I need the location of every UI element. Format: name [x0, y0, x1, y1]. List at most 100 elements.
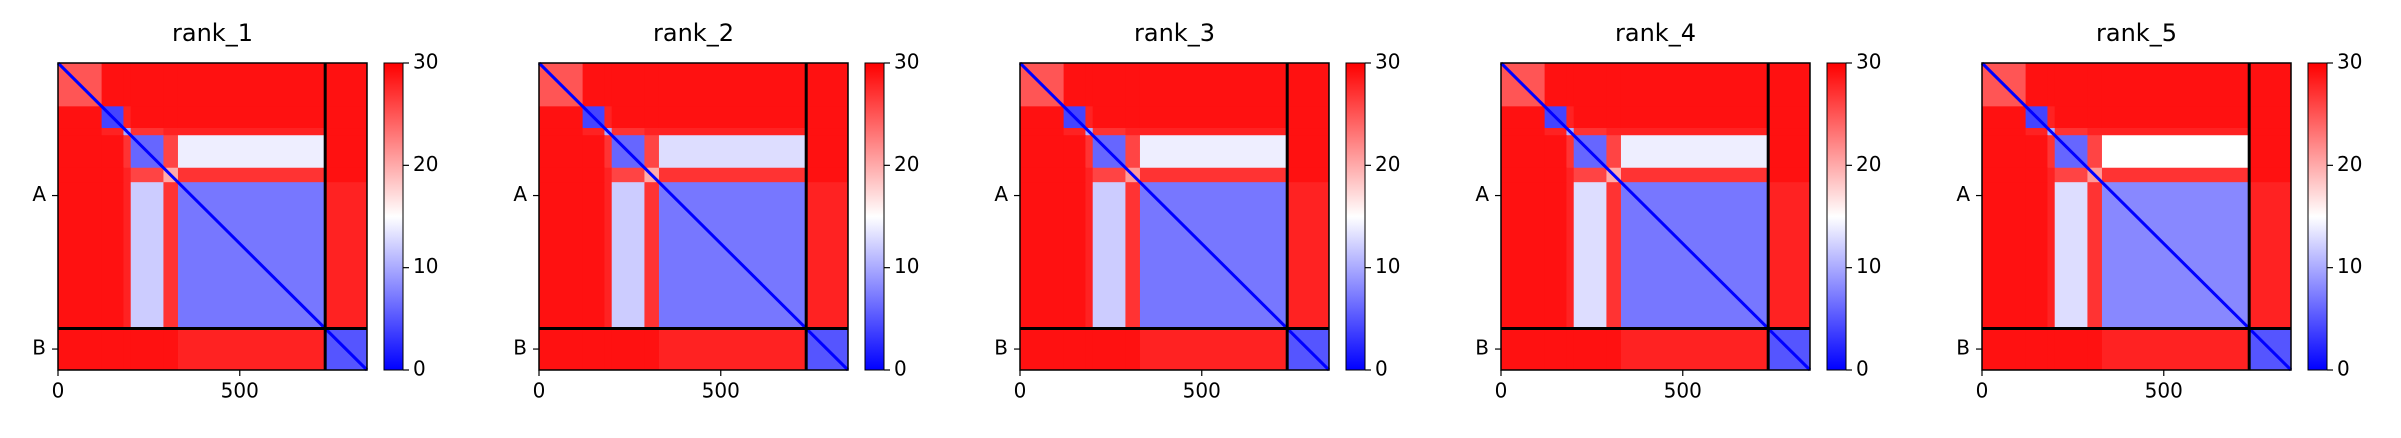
heat-cell — [1573, 106, 1607, 129]
heat-cell — [58, 106, 103, 129]
heat-cell — [658, 128, 807, 136]
heat-cell — [2101, 135, 2250, 169]
heat-cell — [1566, 328, 1575, 371]
x-tick-label: 500 — [1664, 379, 1702, 403]
heat-cell — [163, 63, 179, 107]
colorbar — [864, 62, 885, 371]
heat-cell — [325, 106, 368, 129]
heat-cell — [1573, 128, 1607, 136]
heat-cell — [604, 135, 613, 169]
y-tick-label: A — [994, 182, 1008, 206]
heat-cell — [2101, 128, 2250, 136]
heat-cell — [163, 182, 179, 329]
heat-cell — [1982, 106, 2027, 129]
heat-cell — [1063, 135, 1086, 169]
heat-cell — [177, 106, 326, 129]
heat-cell — [101, 135, 124, 169]
heat-cell — [611, 182, 645, 329]
heat-cell — [101, 328, 124, 371]
heat-cell — [130, 167, 164, 183]
heat-cell — [1606, 63, 1622, 107]
heat-cell — [1125, 128, 1141, 136]
heat-cell — [101, 182, 124, 329]
panel-title: rank_3 — [1134, 19, 1215, 47]
heat-cell — [2087, 135, 2103, 169]
heat-cell — [582, 182, 605, 329]
heat-cell — [1544, 135, 1567, 169]
heat-cell — [177, 167, 326, 183]
colorbar-tick-label: 0 — [1856, 357, 1869, 381]
heat-cell — [1139, 135, 1288, 169]
x-tick-label: 500 — [221, 379, 259, 403]
heat-cell — [604, 63, 613, 107]
heat-cell — [658, 63, 807, 107]
x-tick-label: 500 — [702, 379, 740, 403]
heat-cell — [806, 182, 849, 329]
diagonal — [56, 61, 369, 372]
heat-cell — [2025, 63, 2048, 107]
colorbar — [383, 62, 404, 371]
heat-cell — [1139, 167, 1288, 183]
x-tick-label: 0 — [52, 379, 65, 403]
heat-cell — [1125, 63, 1141, 107]
heat-cell — [611, 128, 645, 136]
heat-cell — [2025, 128, 2048, 136]
heat-cell — [1092, 328, 1126, 371]
colorbar — [1826, 62, 1847, 371]
heat-cell — [101, 63, 124, 107]
heat-cell — [1573, 182, 1607, 329]
colorbar-tick-label: 10 — [413, 254, 438, 278]
heat-cell — [539, 167, 584, 183]
heat-cell — [123, 106, 132, 129]
y-tick-label: A — [1956, 182, 1970, 206]
colorbar — [1345, 62, 1366, 371]
heat-cell — [58, 182, 103, 329]
heat-cell — [130, 182, 164, 329]
colorbar-tick-label: 0 — [894, 357, 907, 381]
heat-cell — [644, 128, 660, 136]
heat-cell — [1544, 128, 1567, 136]
heat-cell — [658, 106, 807, 129]
heat-cell — [1085, 328, 1094, 371]
heat-cell — [1573, 328, 1607, 371]
heat-cell — [1544, 182, 1567, 329]
y-tick-label: B — [1475, 336, 1489, 360]
heat-cell — [163, 135, 179, 169]
y-tick-label: A — [32, 182, 46, 206]
heat-cell — [644, 63, 660, 107]
diagonal — [537, 61, 850, 372]
heat-cell — [1501, 328, 1546, 371]
heat-cell — [2249, 135, 2292, 169]
heat-cell — [539, 328, 584, 371]
heat-cell — [163, 128, 179, 136]
colorbar-tick-label: 10 — [1856, 254, 1881, 278]
heat-cell — [806, 128, 849, 136]
heat-cell — [604, 106, 613, 129]
heat-cell — [1063, 167, 1086, 183]
diagonal — [1499, 61, 1812, 372]
heat-cell — [1768, 182, 1811, 329]
heat-cell — [1501, 128, 1546, 136]
heat-cell — [325, 135, 368, 169]
heat-cell — [2087, 128, 2103, 136]
heat-cell — [2054, 328, 2088, 371]
heat-cell — [1544, 328, 1567, 371]
heat-cell — [2047, 182, 2056, 329]
heat-cell — [582, 128, 605, 136]
heat-cell — [101, 128, 124, 136]
heat-cell — [1063, 128, 1086, 136]
heat-cell — [2047, 328, 2056, 371]
heat-cell — [1982, 328, 2027, 371]
plot-frame — [1500, 62, 1811, 371]
heat-cell — [1573, 167, 1607, 183]
colorbar-tick-label: 0 — [413, 357, 426, 381]
heat-cell — [130, 128, 164, 136]
heat-cell — [1501, 167, 1546, 183]
heat-cell — [1020, 128, 1065, 136]
heat-cell — [2054, 106, 2088, 129]
heat-cell — [177, 63, 326, 107]
heat-cell — [2054, 167, 2088, 183]
